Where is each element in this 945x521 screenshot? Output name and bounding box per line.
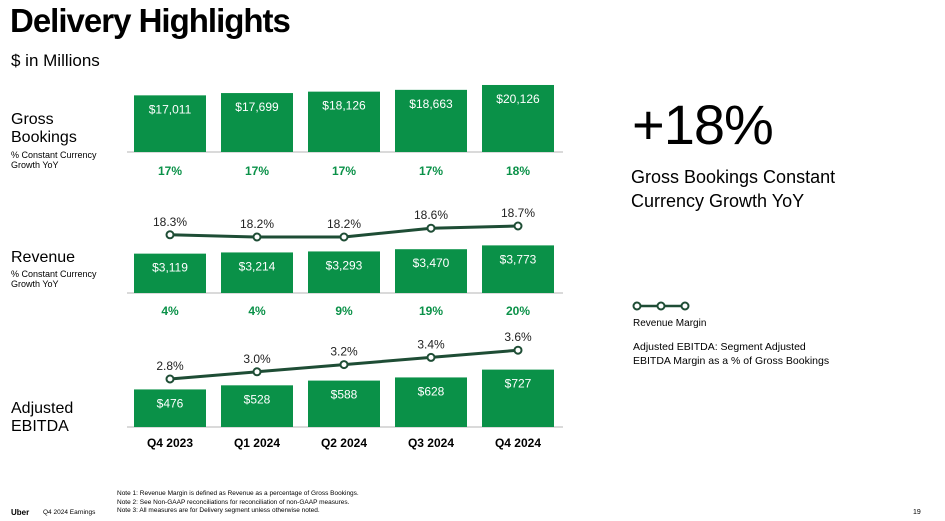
gross-bookings-value-label: $20,126: [496, 92, 540, 106]
ebitda-value-label: $476: [157, 396, 184, 410]
ebitda-margin-point: [165, 374, 175, 384]
legend-note: Adjusted EBITDA: Segment Adjusted EBITDA…: [633, 340, 843, 368]
ebitda-margin-label: 3.4%: [417, 337, 445, 351]
x-tick-label: Q4 2024: [495, 436, 541, 450]
revenue-growth-label: 4%: [248, 304, 266, 318]
gross-bookings-label-line1: Gross: [11, 111, 54, 128]
highlight-caption-line2: Currency Growth YoY: [631, 191, 805, 211]
ebitda-margin-label: 3.6%: [504, 330, 532, 344]
ebitda-bar: [482, 369, 554, 427]
revenue-bar: [134, 253, 206, 293]
revenue-margin-label: 18.3%: [153, 215, 187, 229]
revenue-sub-line2: Growth YoY: [11, 279, 59, 289]
ebitda-bar: [308, 380, 380, 427]
footnotes: Note 1: Revenue Margin is defined as Rev…: [117, 490, 359, 516]
revenue-value-label: $3,119: [152, 261, 188, 275]
revenue-value-label: $3,214: [239, 259, 276, 273]
x-tick-label: Q4 2023: [147, 436, 193, 450]
revenue-margin-point: [513, 221, 523, 231]
ebitda-margin-label: 2.8%: [156, 359, 184, 373]
gross-bookings-bar: [134, 95, 206, 152]
revenue-bar: [308, 251, 380, 293]
ebitda-margin-label: 3.0%: [243, 352, 271, 366]
ebitda-margin-point: [252, 367, 262, 377]
revenue-growth-label: 19%: [419, 304, 443, 318]
gross-bookings-sub-line1: % Constant Currency: [11, 150, 97, 160]
gross-bookings-bar: [308, 91, 380, 152]
gross-bookings-growth-label: 17%: [158, 164, 182, 178]
ebitda-bar: [395, 377, 467, 427]
revenue-bar: [221, 252, 293, 293]
gross-bookings-growth-label: 17%: [332, 164, 356, 178]
revenue-label: Revenue: [11, 249, 76, 266]
page-title: Delivery Highlights: [10, 2, 291, 39]
gross-bookings-growth-label: 18%: [506, 164, 530, 178]
ebitda-label-line2: EBITDA: [11, 418, 69, 435]
revenue-sub-line1: % Constant Currency: [11, 269, 97, 279]
gross-bookings-value-label: $18,663: [409, 97, 453, 111]
legend-label: Revenue Margin: [633, 318, 707, 329]
ebitda-value-label: $528: [244, 392, 271, 406]
highlight-caption-line1: Gross Bookings Constant: [631, 167, 836, 187]
revenue-margin-label: 18.6%: [414, 208, 448, 222]
revenue-value-label: $3,293: [326, 258, 363, 272]
ebitda-value-label: $628: [418, 384, 445, 398]
x-tick-label: Q1 2024: [234, 436, 280, 450]
gross-bookings-growth-label: 17%: [419, 164, 443, 178]
ebitda-margin-point: [426, 352, 436, 362]
revenue-value-label: $3,470: [413, 256, 450, 270]
highlight-caption: Gross Bookings Constant Currency Growth …: [631, 165, 871, 213]
revenue-bar: [482, 245, 554, 293]
ebitda-value-label: $727: [505, 377, 532, 391]
ebitda-bar: [134, 389, 206, 427]
page-number: 19: [913, 509, 921, 516]
ebitda-margin-point: [339, 360, 349, 370]
gross-bookings-growth-label: 17%: [245, 164, 269, 178]
revenue-margin-label: 18.2%: [327, 217, 361, 231]
gross-bookings-label-line2: Bookings: [11, 129, 77, 146]
gross-bookings-value-label: $17,699: [235, 100, 279, 114]
highlight-value: +18%: [632, 93, 774, 156]
ebitda-margin-point: [513, 345, 523, 355]
brand-logo-text: Uber: [11, 508, 30, 517]
legend-note-line1: Adjusted EBITDA: Segment Adjusted: [633, 341, 806, 353]
legend-note-line2: EBITDA Margin as a % of Gross Bookings: [633, 355, 830, 367]
revenue-margin-point: [165, 230, 175, 240]
revenue-margin-label: 18.7%: [501, 206, 535, 220]
revenue-margin-point: [426, 223, 436, 233]
legend-line-icon: [632, 301, 690, 311]
gross-bookings-bar: [482, 84, 554, 152]
revenue-margin-label: 18.2%: [240, 217, 274, 231]
ebitda-value-label: $588: [331, 388, 358, 402]
revenue-margin-point: [339, 232, 349, 242]
revenue-growth-label: 20%: [506, 304, 530, 318]
ebitda-label-line1: Adjusted: [11, 400, 74, 417]
footnote-2: Note 2: See Non-GAAP reconciliations for…: [117, 498, 350, 506]
gross-bookings-bar: [395, 89, 467, 152]
footnote-1: Note 1: Revenue Margin is defined as Rev…: [117, 490, 359, 497]
ebitda-margin-label: 3.2%: [330, 345, 358, 359]
footer-source: Q4 2024 Earnings: [43, 509, 96, 516]
revenue-margin-point: [252, 232, 262, 242]
x-tick-label: Q2 2024: [321, 436, 367, 450]
footnote-3: Note 3: All measures are for Delivery se…: [117, 507, 320, 514]
revenue-value-label: $3,773: [500, 252, 537, 266]
gross-bookings-value-label: $17,011: [149, 102, 192, 116]
revenue-growth-label: 9%: [335, 304, 353, 318]
gross-bookings-value-label: $18,126: [322, 99, 366, 113]
ebitda-bar: [221, 385, 293, 427]
revenue-growth-label: 4%: [161, 304, 179, 318]
revenue-bar: [395, 249, 467, 293]
page-subtitle: $ in Millions: [11, 51, 100, 70]
x-tick-label: Q3 2024: [408, 436, 454, 450]
gross-bookings-sub-line2: Growth YoY: [11, 160, 59, 170]
gross-bookings-bar: [221, 93, 293, 152]
